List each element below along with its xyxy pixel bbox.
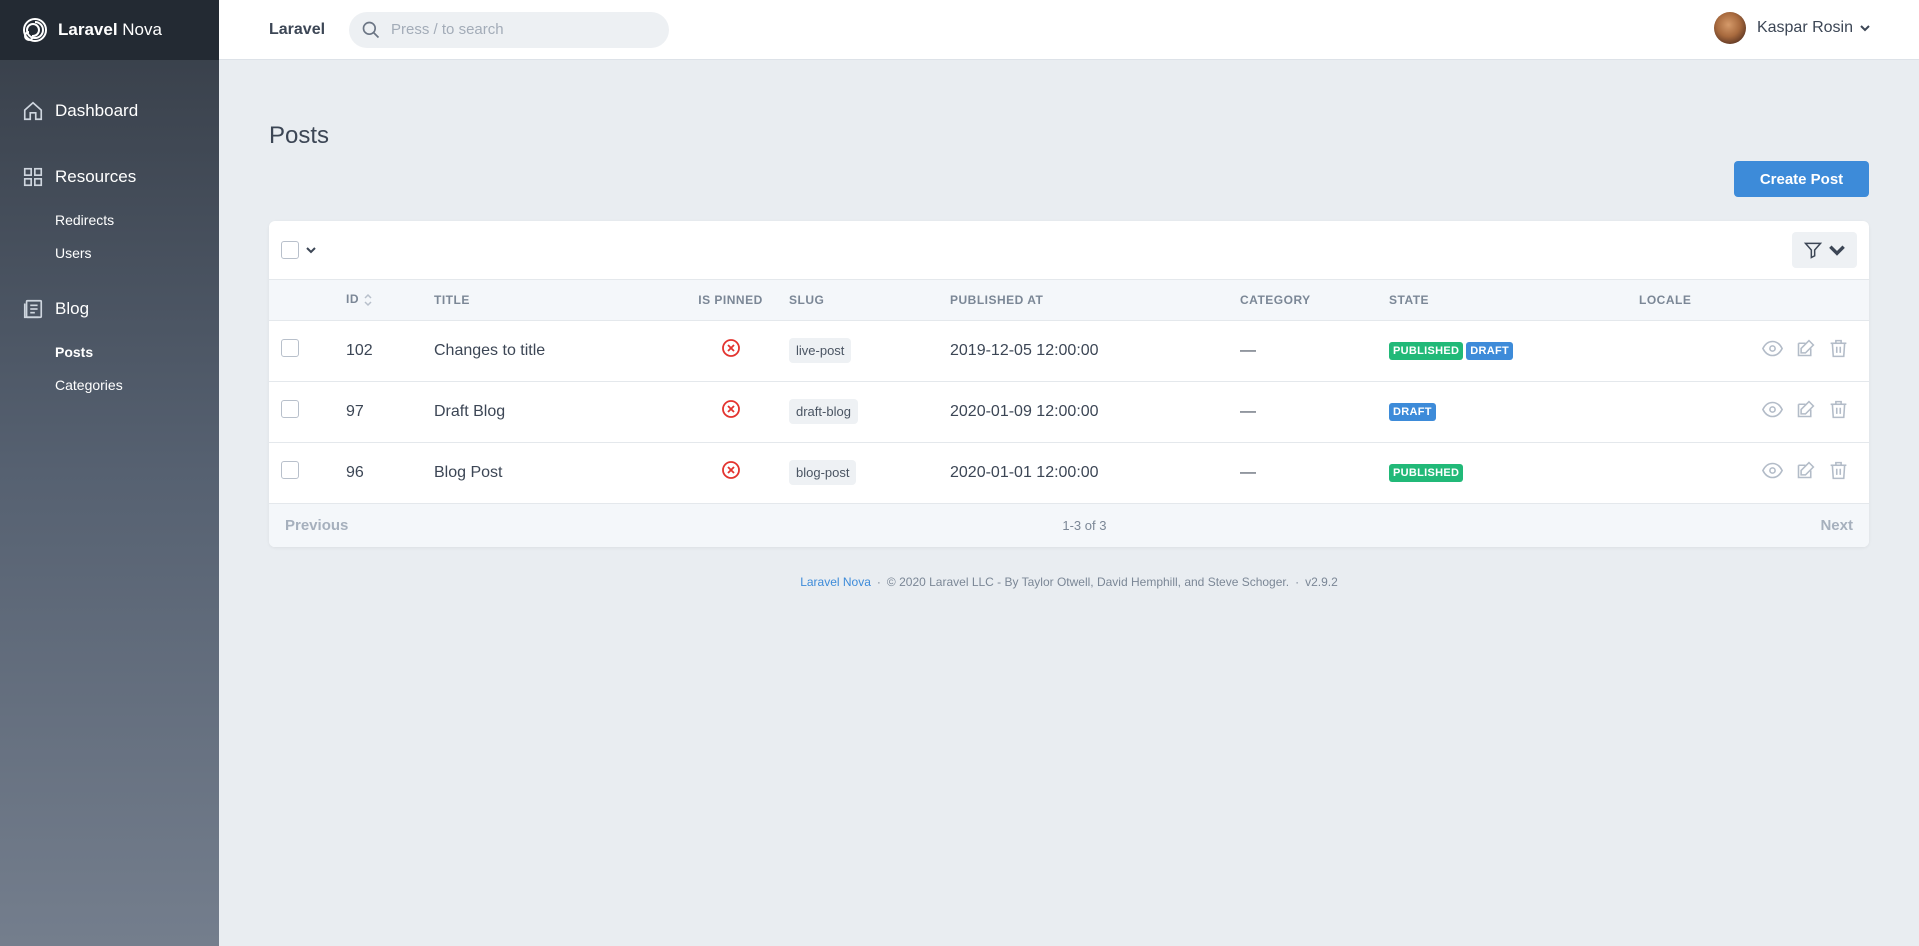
pagination: Previous 1-3 of 3 Next [269,503,1869,547]
main-content: Posts Create Post ID TITLE IS PINNED SLU… [269,60,1869,589]
delete-icon[interactable] [1828,399,1849,420]
footer-copyright: © 2020 Laravel LLC - By Taylor Otwell, D… [886,575,1290,589]
footer-nova-link[interactable]: Laravel Nova [800,575,871,589]
pagination-count: 1-3 of 3 [1062,517,1107,533]
user-name: Kaspar Rosin [1756,19,1853,36]
edit-icon[interactable] [1795,338,1816,359]
sidebar-item-categories[interactable]: Categories [55,376,123,393]
sidebar-item-label: Blog [55,299,90,318]
column-title: TITLE [434,280,672,321]
table-row: 96 Blog Post blog-post 2020-01-01 12:00:… [269,442,1869,504]
row-id: 96 [346,442,434,504]
chevron-down-icon [1860,25,1870,32]
sidebar-item-redirects[interactable]: Redirects [55,211,115,228]
row-slug: blog-post [789,460,857,485]
footer: Laravel Nova · © 2020 Laravel LLC - By Tay… [800,575,1338,589]
edit-icon[interactable] [1795,460,1816,481]
filter-button[interactable] [1792,232,1857,268]
chevron-down-icon [1828,245,1845,256]
column-id[interactable]: ID [346,280,434,321]
user-menu[interactable]: Kaspar Rosin [1713,12,1871,44]
create-post-button[interactable]: Create Post [1734,161,1869,197]
search-icon [362,21,380,38]
top-header: Laravel Kaspar Rosin [219,0,1919,60]
row-id: 97 [346,381,434,443]
view-icon[interactable] [1762,460,1783,481]
page-title: Posts [269,122,330,149]
resource-table-card: ID TITLE IS PINNED SLUG PUBLISHED AT CAT… [269,221,1869,547]
sidebar-item-label: Dashboard [55,101,139,120]
row-checkbox[interactable] [281,339,299,357]
next-page-button[interactable]: Next [1820,516,1853,534]
row-title: Changes to title [434,320,672,382]
grid-icon [23,167,43,187]
chevron-down-icon[interactable] [305,244,317,256]
view-icon[interactable] [1762,338,1783,359]
column-published-at: PUBLISHED AT [950,280,1240,321]
status-badge: PUBLISHED [1389,342,1464,360]
column-locale: LOCALE [1639,280,1749,321]
row-checkbox[interactable] [281,461,299,479]
delete-icon[interactable] [1828,338,1849,359]
brand[interactable]: Laravel Nova [0,0,219,60]
brand-name: Laravel Nova [58,20,162,39]
sidebar: Laravel Nova Dashboard Resources Redirec… [0,0,219,946]
edit-icon[interactable] [1795,399,1816,420]
sidebar-item-resources[interactable]: Resources [0,151,219,203]
select-all-checkbox[interactable] [281,241,299,259]
row-published-at: 2020-01-09 12:00:00 [950,381,1240,443]
sidebar-item-blog[interactable]: Blog [0,283,219,335]
sidebar-item-users[interactable]: Users [55,244,92,261]
delete-icon[interactable] [1828,460,1849,481]
column-category: CATEGORY [1240,280,1389,321]
posts-table: ID TITLE IS PINNED SLUG PUBLISHED AT CAT… [269,280,1869,504]
filter-icon [1803,242,1822,259]
row-checkbox[interactable] [281,400,299,418]
table-toolbar [269,221,1869,280]
column-state: STATE [1389,280,1639,321]
app-name-link[interactable]: Laravel [269,20,326,38]
view-icon[interactable] [1762,399,1783,420]
document-icon [23,299,43,319]
avatar [1713,12,1746,44]
row-published-at: 2020-01-01 12:00:00 [950,442,1240,504]
row-category: — [1240,442,1389,504]
not-pinned-icon [721,461,740,479]
sidebar-nav: Dashboard Resources Redirects Users Blog… [0,60,219,401]
table-row: 97 Draft Blog draft-blog 2020-01-09 12:0… [269,381,1869,443]
not-pinned-icon [721,400,740,418]
home-icon [23,101,43,121]
row-category: — [1240,381,1389,443]
row-category: — [1240,320,1389,382]
previous-page-button[interactable]: Previous [285,516,349,534]
row-title: Draft Blog [434,381,672,443]
sidebar-item-posts[interactable]: Posts [55,343,94,360]
global-search[interactable] [349,11,670,48]
sort-icon [364,294,372,307]
table-row: 102 Changes to title live-post 2019-12-0… [269,320,1869,382]
row-title: Blog Post [434,442,672,504]
row-slug: live-post [789,338,852,363]
row-slug: draft-blog [789,399,858,424]
footer-version: v2.9.2 [1305,575,1338,589]
table-header-row: ID TITLE IS PINNED SLUG PUBLISHED AT CAT… [269,280,1869,321]
column-is-pinned: IS PINNED [672,280,789,321]
select-all-control[interactable] [281,241,317,259]
sidebar-item-dashboard[interactable]: Dashboard [0,85,219,137]
row-published-at: 2019-12-05 12:00:00 [950,320,1240,382]
sidebar-item-label: Resources [55,167,137,186]
nova-logo-icon [23,18,47,42]
not-pinned-icon [721,339,740,357]
search-input[interactable] [391,21,632,38]
status-badge: DRAFT [1389,403,1436,421]
column-slug: SLUG [789,280,950,321]
status-badge: PUBLISHED [1389,464,1464,482]
row-id: 102 [346,320,434,382]
status-badge: DRAFT [1466,342,1514,360]
